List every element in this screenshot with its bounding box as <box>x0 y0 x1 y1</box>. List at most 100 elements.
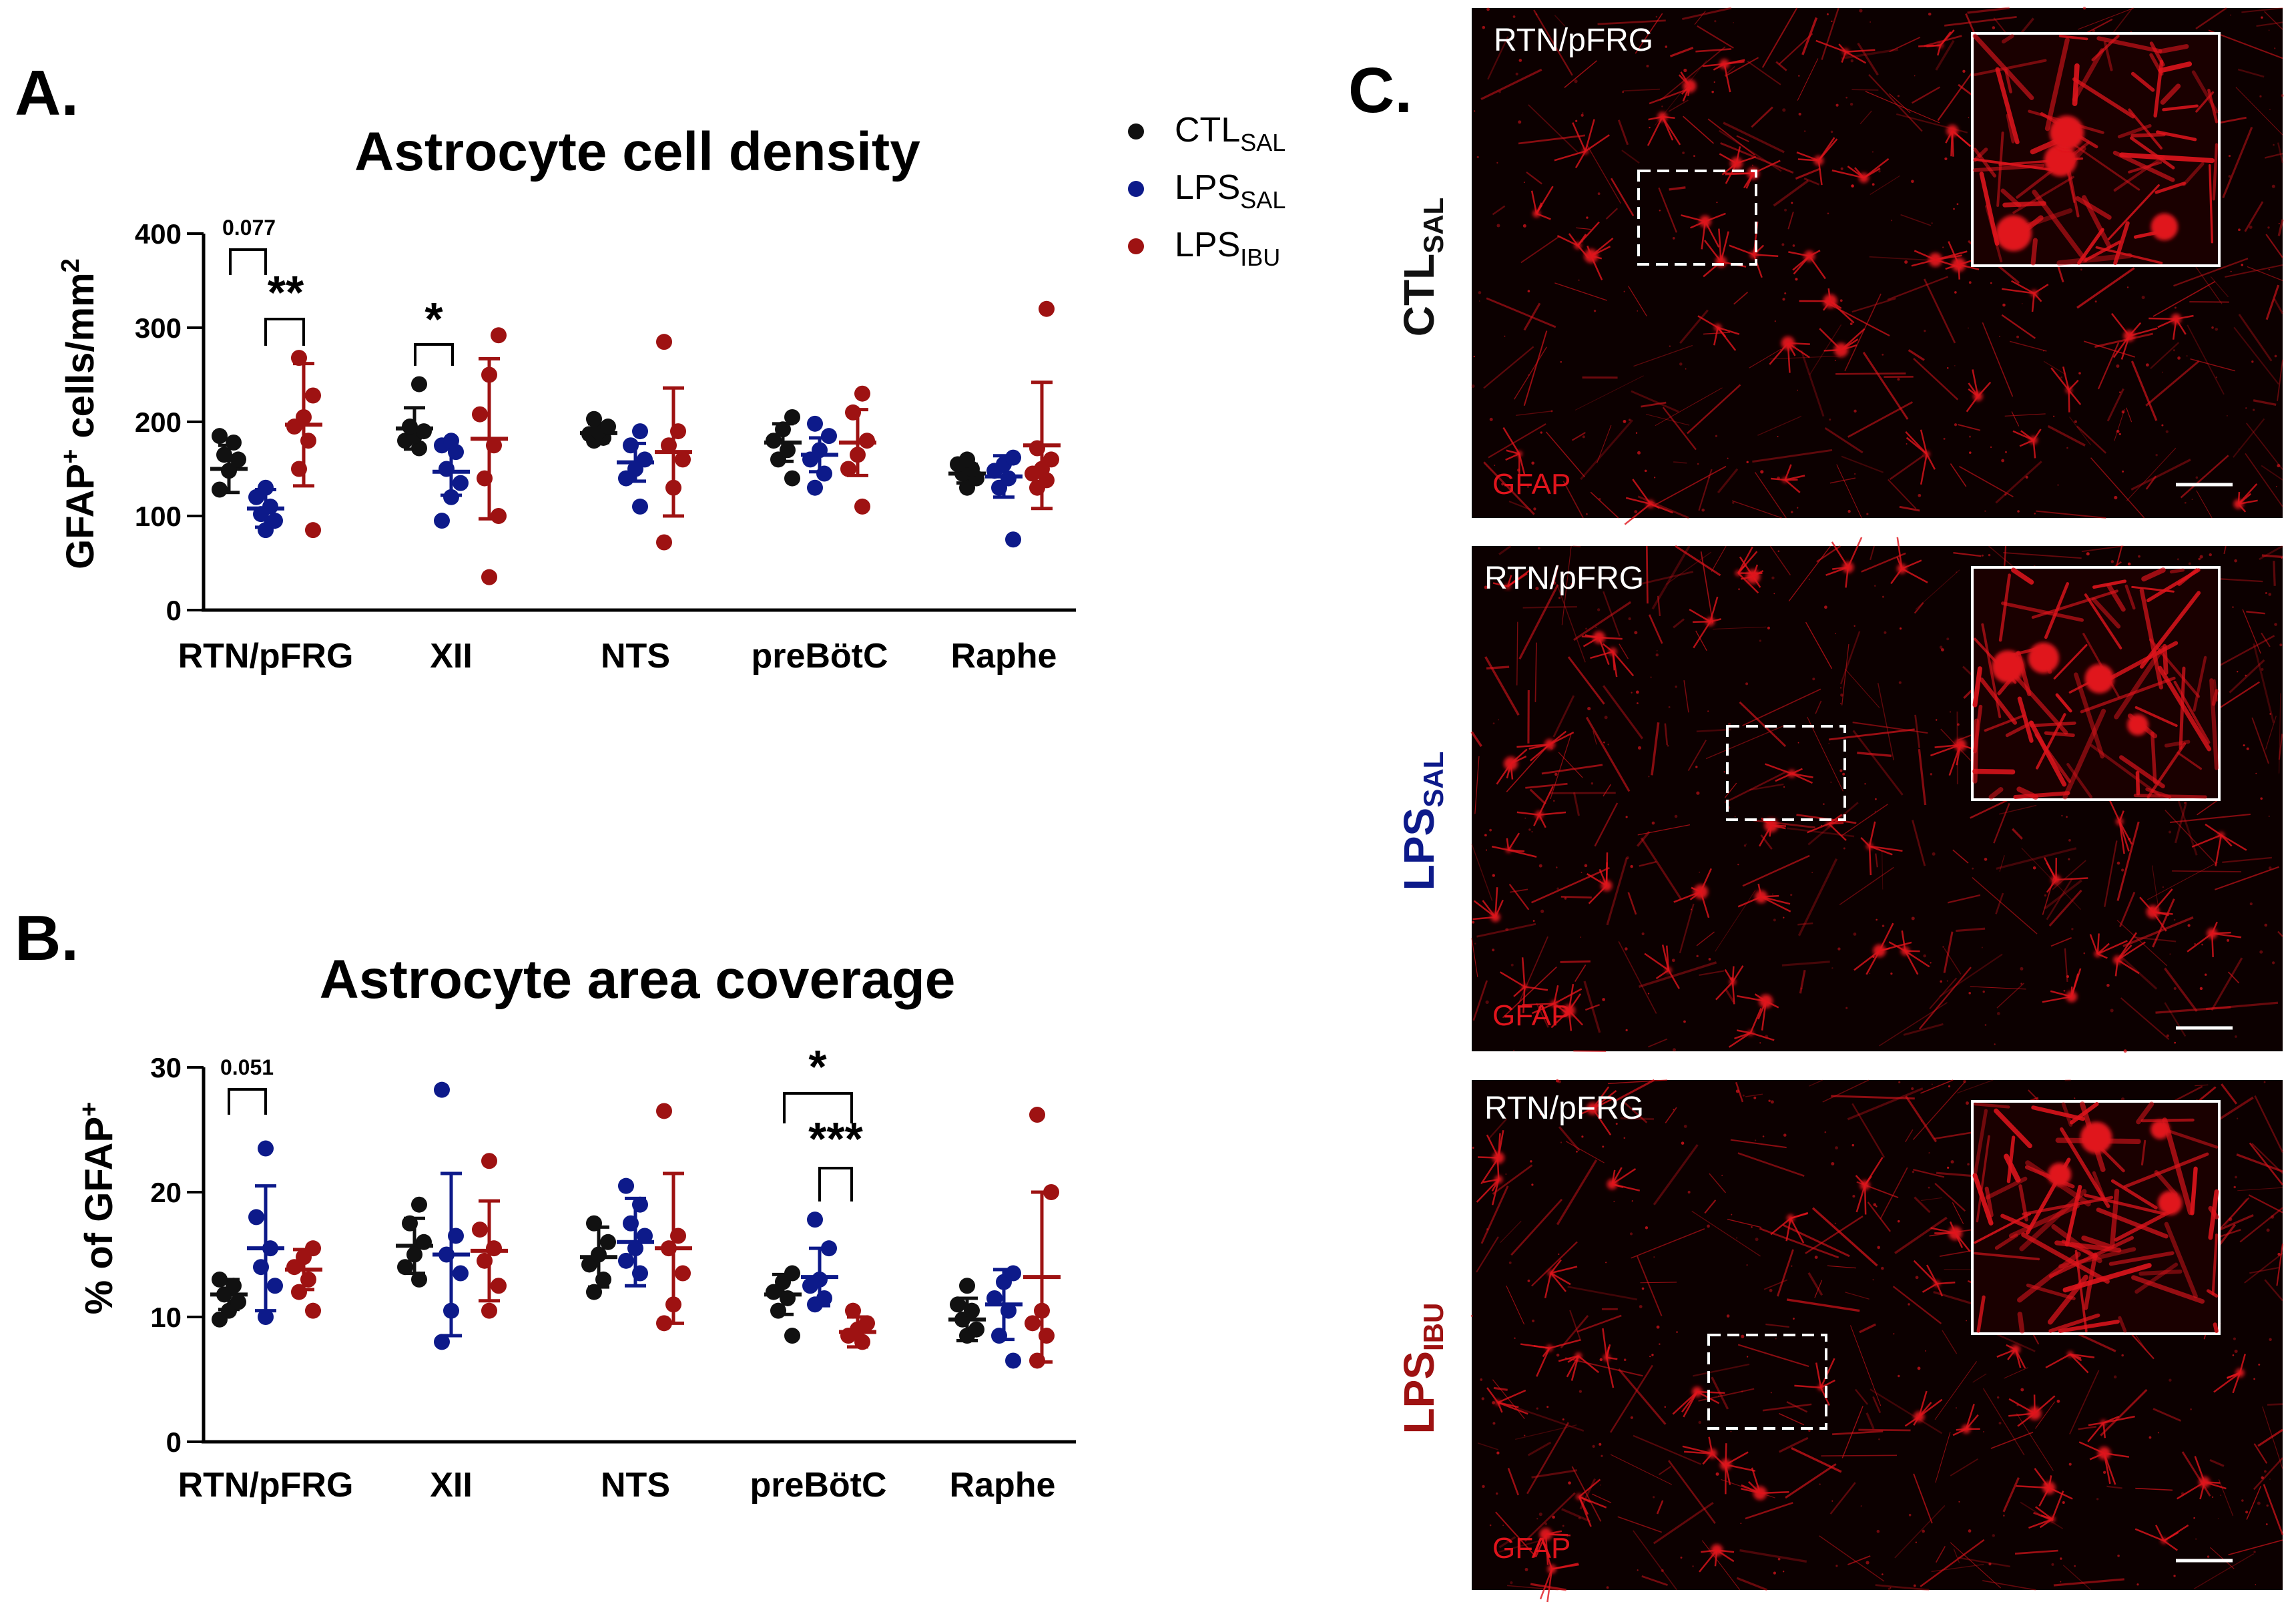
stain-speckle <box>2192 499 2193 500</box>
stain-speckle <box>1799 113 1801 115</box>
stain-speckle <box>1642 932 1645 935</box>
stain-speckle <box>2124 1049 2127 1053</box>
stain-speckle <box>2250 902 2253 905</box>
stain-speckle <box>2146 363 2149 366</box>
chart-a-category-label: NTS <box>601 637 670 676</box>
stain-speckle <box>2163 886 2164 888</box>
data-point <box>665 1296 681 1312</box>
inset-cell <box>2028 643 2059 674</box>
stain-speckle <box>1997 1396 1999 1398</box>
stain-speckle <box>1985 1024 1987 1026</box>
stain-speckle <box>2216 376 2217 378</box>
stain-speckle <box>1835 1146 1838 1149</box>
stain-speckle <box>2272 961 2275 964</box>
stain-speckle <box>2229 155 2231 157</box>
stain-speckle <box>1928 1187 1930 1189</box>
stain-speckle <box>2241 264 2243 266</box>
data-point <box>453 475 469 491</box>
stain-speckle <box>1924 330 1926 332</box>
stain-speckle <box>1738 588 1740 590</box>
stain-speckle <box>1721 63 1723 65</box>
stain-speckle <box>1680 1557 1682 1559</box>
stain-speckle <box>1851 59 1853 62</box>
data-point <box>859 433 875 449</box>
stain-speckle <box>2260 798 2263 800</box>
stain-speckle <box>1657 650 1658 651</box>
stain-speckle <box>1505 928 1508 931</box>
stain-speckle <box>2255 1584 2257 1585</box>
stain-speckle <box>1775 320 1776 322</box>
stain-speckle <box>2016 336 2019 338</box>
data-point <box>670 423 686 439</box>
stain-speckle <box>1562 1418 1564 1420</box>
stain-speckle <box>1482 1397 1484 1400</box>
data-point <box>486 1240 502 1256</box>
stain-fiber <box>2267 1404 2283 1405</box>
stain-speckle <box>1709 958 1711 961</box>
micrograph-lps-sal: RTN/pFRG GFAP LPSSAL <box>1395 537 2283 1053</box>
stain-speckle <box>1586 216 1588 218</box>
stain-speckle <box>2227 939 2229 942</box>
stain-speckle <box>1745 844 1747 845</box>
stain-speckle <box>1649 127 1650 128</box>
stain-speckle <box>1914 75 1916 77</box>
stain-speckle <box>1957 203 1959 205</box>
stain-speckle <box>1528 1280 1530 1282</box>
stain-speckle <box>1492 949 1494 951</box>
stain-speckle <box>1540 910 1544 913</box>
stain-speckle <box>2237 671 2238 672</box>
data-point <box>586 1216 602 1232</box>
stain-speckle <box>1637 1569 1639 1571</box>
stain-speckle <box>1769 1289 1773 1292</box>
stain-speckle <box>1898 1375 1900 1377</box>
stain-speckle <box>2267 1228 2270 1232</box>
stain-speckle <box>1630 1232 1633 1235</box>
stain-speckle <box>1550 411 1552 413</box>
stain-process <box>1788 343 1810 344</box>
stain-speckle <box>2243 744 2245 746</box>
inset-fiber <box>2075 66 2077 103</box>
stain-speckle <box>2111 560 2114 563</box>
stain-speckle <box>2266 1523 2268 1525</box>
stain-speckle <box>2074 1565 2076 1567</box>
stain-speckle <box>2265 592 2267 594</box>
data-point <box>632 1266 648 1282</box>
stain-speckle <box>1767 627 1770 629</box>
stain-speckle <box>1773 918 1776 921</box>
stain-speckle <box>1988 554 1990 556</box>
stain-speckle <box>1679 362 1683 366</box>
stain-speckle <box>1877 1530 1880 1533</box>
stain-speckle <box>1967 1163 1970 1165</box>
stain-speckle <box>1875 798 1877 800</box>
stain-speckle <box>2198 558 2201 561</box>
stain-speckle <box>1872 183 1875 186</box>
stain-speckle <box>1533 507 1536 510</box>
stain-speckle <box>1638 746 1641 750</box>
stain-speckle <box>2166 431 2169 433</box>
stain-speckle <box>1948 1085 1950 1087</box>
stain-speckle <box>2103 1471 2106 1474</box>
stain-process <box>2148 318 2176 319</box>
data-point <box>258 1141 274 1157</box>
stain-speckle <box>2142 296 2145 299</box>
data-point <box>665 480 681 496</box>
data-point <box>1039 1328 1055 1344</box>
stain-speckle <box>1969 451 1972 454</box>
chart-b-categories: RTN/pFRG XII NTS preBötC Raphe <box>178 1466 1056 1505</box>
stain-speckle <box>1707 710 1709 712</box>
stain-speckle <box>1578 280 1579 281</box>
stain-speckle <box>2020 1388 2024 1392</box>
stain-speckle <box>1962 70 1965 73</box>
stain-speckle <box>2114 1376 2117 1379</box>
stain-speckle <box>1730 977 1733 981</box>
chart-a: 0 100 200 300 400 RTN/pFRG XII NTS preBö… <box>135 216 1076 676</box>
stain-speckle <box>2281 557 2283 559</box>
stain-speckle <box>1605 1262 1607 1263</box>
stain-speckle <box>2255 773 2257 774</box>
chart-b-marks <box>210 1082 1061 1369</box>
stain-speckle <box>1631 692 1632 693</box>
stain-speckle <box>2261 17 2263 19</box>
stain-speckle <box>2220 1495 2221 1496</box>
stain-speckle <box>1909 1514 1912 1517</box>
stain-speckle <box>2066 975 2069 978</box>
